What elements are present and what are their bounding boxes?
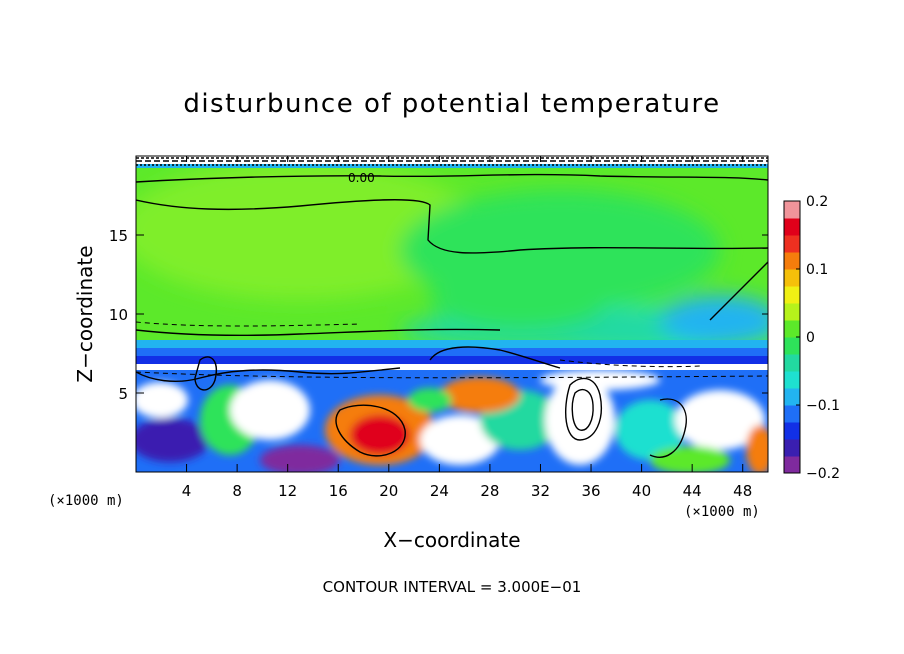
colorbar-swatch <box>784 320 800 338</box>
colorbar-swatch <box>784 252 800 270</box>
y-tick-label: 5 <box>118 385 128 403</box>
x-axis: 4 8 12 16 20 24 28 32 36 40 44 48 <box>182 156 752 500</box>
contour-interval-note: CONTOUR INTERVAL = 3.000E−01 <box>323 578 582 596</box>
x-tick-label: 20 <box>379 482 398 500</box>
colorbar-swatch <box>784 235 800 253</box>
contour-label: 0.00 <box>348 171 375 185</box>
x-tick-label: 16 <box>329 482 348 500</box>
x-tick-label: 40 <box>632 482 651 500</box>
colorbar-tick-label: 0.1 <box>806 262 828 278</box>
colorbar-swatch <box>784 303 800 321</box>
x-tick-label: 36 <box>581 482 600 500</box>
x-tick-label: 8 <box>232 482 242 500</box>
x-tick-label: 48 <box>733 482 752 500</box>
x-tick-label: 44 <box>683 482 702 500</box>
x-tick-label: 28 <box>480 482 499 500</box>
colorbar-swatch <box>784 422 800 440</box>
colorbar-swatch <box>784 354 800 372</box>
colorbar-tick-label: −0.1 <box>806 398 840 414</box>
heatmap-field: 0.00 <box>136 156 768 472</box>
colorbar-tick-label: 0.2 <box>806 194 828 210</box>
y-axis: 5 10 15 <box>109 227 768 403</box>
colorbar-tick-label: 0 <box>806 330 815 346</box>
colorbar-tick-label: −0.2 <box>806 466 840 482</box>
chart-title: disturbunce of potential temperature <box>183 89 720 119</box>
y-axis-label: Z−coordinate <box>73 245 97 382</box>
colorbar-swatch <box>784 405 800 423</box>
colorbar: 0.2 0.1 0 −0.1 −0.2 <box>783 194 840 482</box>
x-tick-label: 32 <box>531 482 550 500</box>
x-axis-unit-right: (×1000 m) <box>684 504 760 520</box>
colorbar-swatch <box>784 388 800 406</box>
colorbar-swatch <box>784 456 800 474</box>
x-axis-unit-left: (×1000 m) <box>48 493 124 509</box>
y-tick-label: 10 <box>109 306 128 324</box>
colorbar-swatch <box>784 269 800 287</box>
x-tick-label: 24 <box>430 482 449 500</box>
x-axis-label: X−coordinate <box>383 528 520 552</box>
colorbar-swatch <box>784 201 800 219</box>
y-tick-label: 15 <box>109 227 128 245</box>
colorbar-swatch <box>784 286 800 304</box>
colorbar-swatch <box>784 218 800 236</box>
colorbar-swatch <box>784 337 800 355</box>
colorbar-swatch <box>784 371 800 389</box>
colorbar-swatch <box>784 439 800 457</box>
x-tick-label: 12 <box>278 482 297 500</box>
x-tick-label: 4 <box>182 482 192 500</box>
